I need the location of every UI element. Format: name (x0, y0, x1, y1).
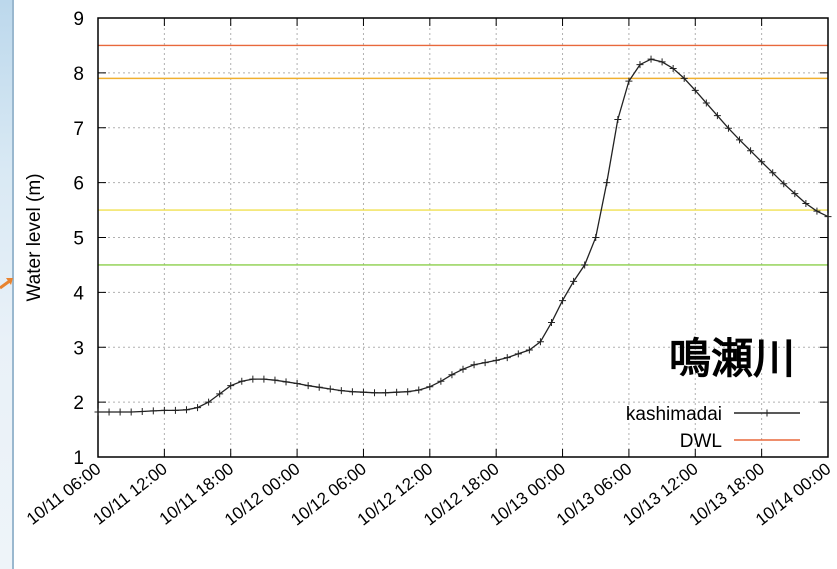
data-point-marker (138, 407, 146, 415)
data-point-marker (459, 365, 467, 373)
data-point-marker (747, 147, 755, 155)
data-point-marker (492, 356, 500, 364)
data-point-marker (791, 190, 799, 198)
strip-edge (12, 0, 14, 569)
data-point-marker (171, 406, 179, 414)
data-point-marker (658, 58, 666, 66)
data-point-marker (216, 390, 224, 398)
data-point-marker (514, 350, 522, 358)
y-tick-label: 5 (73, 229, 84, 250)
data-point-marker (293, 379, 301, 387)
y-axis-ticks: 1 2 3 4 5 6 7 8 9 (73, 9, 828, 469)
y-tick-label: 6 (73, 174, 84, 195)
data-point-marker (348, 388, 356, 396)
data-point-marker (160, 406, 168, 414)
data-point-marker (724, 124, 732, 132)
data-point-marker (603, 179, 611, 187)
data-point-marker (382, 389, 390, 397)
y-tick-label: 7 (73, 119, 84, 140)
data-point-marker (780, 180, 788, 188)
data-point-marker (448, 371, 456, 379)
neighboring-figure-strip (0, 0, 14, 569)
data-point-marker (271, 376, 279, 384)
legend: kashimadai DWL (626, 404, 800, 452)
reference-lines (98, 44, 828, 266)
data-point-marker (315, 383, 323, 391)
river-name-annotation: 鳴瀬川 (669, 334, 795, 383)
data-point-marker (116, 408, 124, 416)
data-point-marker (337, 387, 345, 395)
legend-label: DWL (680, 431, 722, 452)
y-axis-label: Water level (m) (24, 173, 45, 301)
data-point-marker (149, 407, 157, 415)
y-tick-label: 4 (73, 283, 84, 304)
data-point-marker (205, 398, 213, 406)
data-point-marker (691, 86, 699, 94)
data-point-marker (824, 213, 832, 221)
data-point-marker (614, 116, 622, 124)
data-point-marker (94, 408, 102, 416)
data-point-marker (127, 408, 135, 416)
data-point-marker (769, 169, 777, 177)
data-point-marker (547, 319, 555, 327)
data-point-marker (371, 389, 379, 397)
data-point-marker (404, 388, 412, 396)
data-point-marker (625, 77, 633, 85)
legend-label: kashimadai (626, 404, 722, 425)
y-tick-label: 8 (73, 64, 84, 85)
data-point-marker (359, 388, 367, 396)
data-point-marker (647, 55, 655, 63)
data-point-marker (227, 382, 235, 390)
data-point-marker (559, 297, 567, 305)
series-markers-kashimadai (94, 55, 832, 416)
data-point-marker (238, 377, 246, 385)
data-point-marker (592, 234, 600, 241)
data-point-marker (570, 277, 578, 285)
data-point-marker (536, 338, 544, 346)
data-point-marker (182, 406, 190, 414)
data-point-marker (194, 404, 202, 412)
data-point-marker (802, 199, 810, 207)
data-point-marker (326, 385, 334, 393)
data-point-marker (581, 261, 589, 269)
data-point-marker (481, 359, 489, 367)
data-point-marker (813, 207, 821, 215)
data-point-marker (426, 383, 434, 391)
data-point-marker (669, 64, 677, 72)
data-point-marker (470, 361, 478, 369)
data-point-marker (304, 382, 312, 390)
data-point-marker (636, 61, 644, 69)
data-point-marker (713, 112, 721, 120)
y-tick-label: 3 (73, 338, 84, 359)
data-point-marker (680, 74, 688, 82)
y-tick-label: 2 (73, 393, 84, 414)
y-tick-label: 1 (73, 448, 84, 469)
data-point-marker (525, 346, 533, 354)
y-tick-label: 9 (73, 9, 84, 30)
data-point-marker (282, 378, 290, 386)
orange-arrow-icon (0, 278, 13, 290)
data-point-marker (437, 377, 445, 385)
data-point-marker (393, 388, 401, 396)
legend-marker (763, 409, 771, 417)
grid-lines (98, 18, 828, 457)
data-point-marker (105, 408, 113, 416)
data-point-marker (702, 99, 710, 107)
data-point-marker (415, 386, 423, 394)
data-point-marker (249, 375, 257, 383)
data-point-marker (260, 375, 268, 383)
data-point-marker (758, 158, 766, 166)
data-point-marker (736, 136, 744, 144)
data-point-marker (503, 354, 511, 362)
